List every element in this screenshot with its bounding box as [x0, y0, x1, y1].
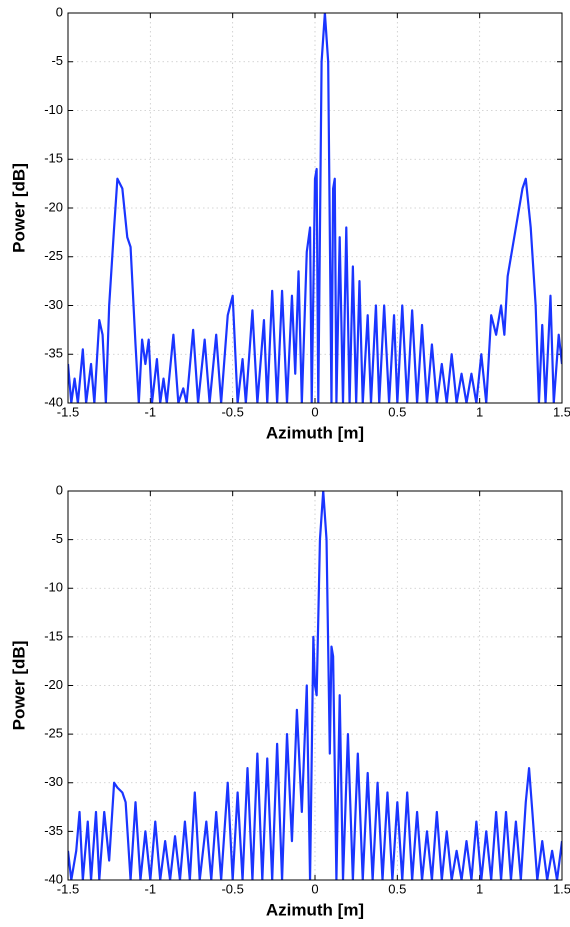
- y-tick-label: -35: [44, 823, 63, 838]
- x-tick-label: -1: [145, 881, 157, 896]
- y-axis-label: Power [dB]: [9, 641, 28, 731]
- y-tick-label: -40: [44, 871, 63, 886]
- y-tick-label: -25: [44, 248, 63, 263]
- x-tick-label: -0.5: [221, 404, 243, 419]
- y-tick-label: -15: [44, 151, 63, 166]
- x-tick-label: 1: [476, 404, 483, 419]
- x-tick-label: 0.5: [388, 404, 406, 419]
- plot: -1.5 -1 -0.5 0 0.5 1 1.5 -40 -35 -30 -25 -20 -15 -10 -…: [9, 482, 570, 919]
- y-tick-label: -25: [44, 726, 63, 741]
- y-tick-label: -5: [51, 531, 63, 546]
- y-tick-label: -5: [51, 53, 63, 68]
- y-axis-label: Power [dB]: [9, 163, 28, 253]
- y-tick-label: -15: [44, 628, 63, 643]
- x-tick-label: -1.5: [57, 881, 79, 896]
- x-tick-label: 1.5: [553, 881, 570, 896]
- y-tick-label: -30: [44, 774, 63, 789]
- x-tick-label: 0: [311, 881, 318, 896]
- axes-frame: [67, 12, 563, 404]
- y-tick-label: -30: [44, 297, 63, 312]
- y-tick-label: -20: [44, 199, 63, 214]
- x-tick-label: 0.5: [388, 881, 406, 896]
- x-tick-label: 1: [476, 881, 483, 896]
- x-axis-label: Azimuth [m]: [266, 423, 364, 442]
- data-line: [68, 13, 562, 403]
- x-tick-label: 0: [311, 404, 318, 419]
- y-tick-label: 0: [56, 482, 63, 497]
- y-tick-label: -35: [44, 346, 63, 361]
- plot: -1.5 -1 -0.5 0 0.5 1 1.5 -40 -35 -30 -25 -20 -15 -10 -…: [9, 4, 570, 442]
- x-tick-label: -0.5: [221, 881, 243, 896]
- y-tick-label: 0: [56, 4, 63, 19]
- y-tick-label: -20: [44, 677, 63, 692]
- y-tick-label: -10: [44, 580, 63, 595]
- y-tick-label: -10: [44, 102, 63, 117]
- x-tick-label: -1: [145, 404, 157, 419]
- x-tick-label: 1.5: [553, 404, 570, 419]
- x-axis-label: Azimuth [m]: [266, 900, 364, 919]
- x-tick-label: -1.5: [57, 404, 79, 419]
- y-tick-label: -40: [44, 394, 63, 409]
- data-line: [68, 491, 562, 880]
- axes-frame: [67, 490, 563, 881]
